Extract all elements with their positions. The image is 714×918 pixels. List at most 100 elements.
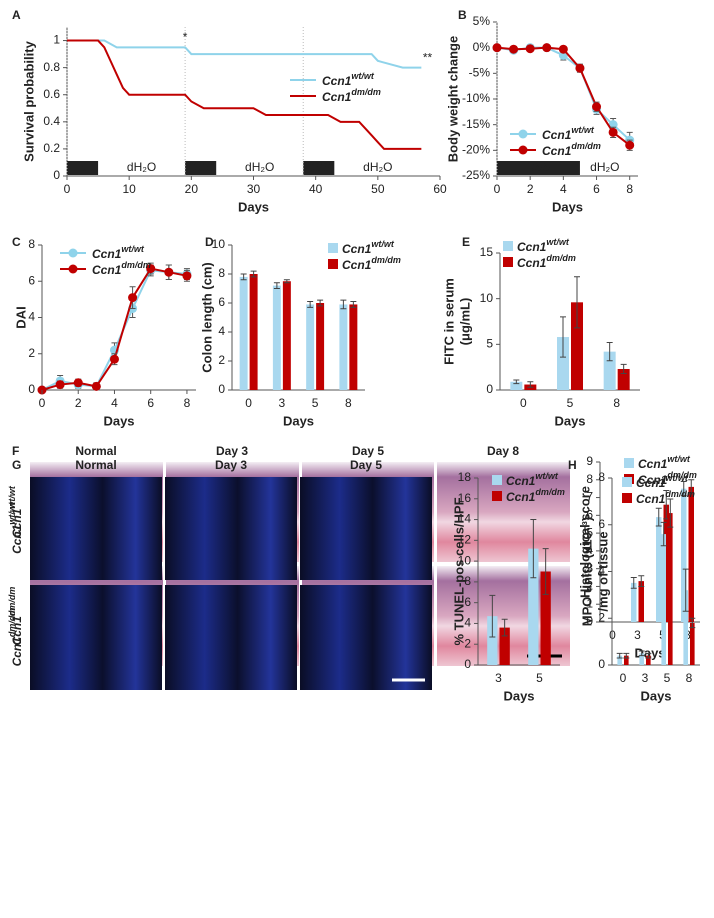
error-bar [682,568,689,612]
period [185,161,217,175]
y-tick-label: 8 [586,472,593,486]
x-tick-label: 0 [64,182,71,196]
marker [575,63,585,73]
marker [558,44,568,54]
legend-marker [68,264,78,274]
y-tick-label: 0 [486,382,493,396]
error-bar [250,270,257,278]
bar [690,622,695,665]
error-bar [616,652,623,659]
y-tick-label: 10 [458,553,472,567]
label-name: Ccn1 [517,256,547,270]
y-tick-label: 5 [586,525,593,539]
error-bar [317,299,324,307]
legend-swatch [492,475,502,485]
y-tick-label: 0.8 [43,60,60,74]
label-superscript: dm/dm [121,260,151,270]
series-label: Ccn1wt/wt [7,485,24,538]
marker [492,43,502,53]
error-bar [542,548,549,595]
y-tick-label: 0 [28,382,35,396]
series-label: Ccn1dm/dm [638,470,697,487]
bar [617,368,630,390]
y-axis-label: FITC in serum [441,278,456,365]
x-tick-label: 3 [642,671,649,685]
column-header: Day 8 [487,444,519,458]
legend-swatch [503,257,513,267]
label-name: Ccn1 [636,492,666,506]
label-name: Ccn1 [342,258,372,272]
y-tick-label: 2 [464,636,471,650]
label-name: Ccn1 [10,508,24,538]
bar [282,281,291,390]
marker [182,271,192,281]
period-label: dH₂O [127,160,156,174]
period-label: dH₂O [245,160,274,174]
error-bar [307,301,314,308]
x-axis-label: Days [103,413,134,428]
y-tick-label: 3 [586,561,593,575]
y-tick-label: 0 [53,168,60,182]
label-name: Ccn1 [638,473,668,487]
label-superscript: dm/dm [665,489,695,499]
period [67,161,99,175]
x-tick-label: 0 [520,396,527,410]
y-tick-label: -10% [462,91,490,105]
y-tick-label: -5% [469,66,491,80]
y-tick-label: 0 [218,382,225,396]
x-tick-label: 6 [593,182,600,196]
error-bar [638,575,645,587]
column-header: Day 5 [350,458,382,472]
image [437,462,570,562]
y-tick-label: 0 [598,657,605,671]
image [30,477,162,580]
label-superscript: dm/dm [7,608,17,638]
y-tick-label: 0 [464,657,471,671]
bar [681,488,687,622]
y-tick-label: 6 [218,295,225,309]
y-tick-label: 18 [458,470,472,484]
error-bar [513,379,520,385]
x-tick-label: 5 [536,671,543,685]
series-label: Ccn1wt/wt [322,71,375,88]
panel-letter: E [462,235,470,249]
bar [661,534,666,665]
y-tick-label: 4 [464,616,471,630]
x-tick-label: 3 [634,628,641,642]
x-tick-label: 10 [122,182,136,196]
y-tick-label: 2 [598,610,605,624]
label-name: Ccn1 [542,128,572,142]
column-header: Day 5 [352,444,384,458]
tunel-images [30,477,432,690]
series-label: Ccn1wt/wt [638,454,691,471]
period-label: DSS [526,160,551,174]
error-bar [527,381,534,388]
marker [542,43,552,53]
bar [639,653,644,665]
label-superscript: wt/wt [371,239,394,249]
label-name: Ccn1 [92,247,122,261]
bar [557,337,569,390]
label-superscript: dm/dm [546,253,576,263]
label-superscript: dm/dm [667,470,697,480]
y-tick-label: 4 [28,310,35,324]
legend-swatch [624,458,634,468]
error-bar [489,594,496,638]
label-superscript: wt/wt [571,125,594,135]
column-header: Normal [75,458,116,472]
y-axis-label: Body weight change [445,36,460,162]
error-bar [638,650,645,657]
error-bar [530,519,537,579]
y-tick-label: 10 [212,237,226,251]
x-tick-label: 30 [247,182,261,196]
label-superscript: wt/wt [667,454,690,464]
y-tick-label: 2 [218,353,225,367]
label-name: Ccn1 [10,524,24,554]
label-name: Ccn1 [638,457,668,471]
panel-letter: B [458,8,467,22]
bar [624,655,629,665]
marker [128,293,138,303]
bar [656,517,662,622]
bar [487,616,498,665]
label-superscript: wt/wt [351,71,374,81]
